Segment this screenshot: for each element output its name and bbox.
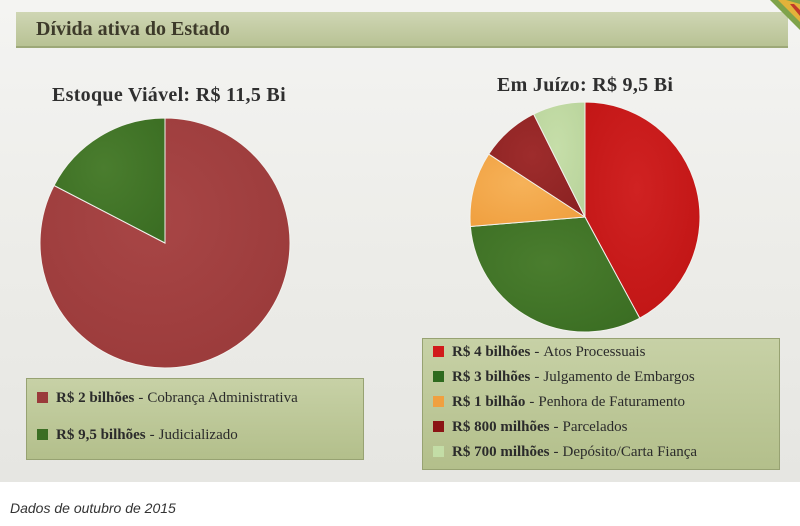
header-title: Dívida ativa do Estado [36, 18, 230, 40]
legend-value: R$ 2 bilhões [56, 390, 135, 406]
legend-desc: Atos Processuais [543, 344, 646, 360]
pie-slice-penhora-de-faturamento [469, 153, 587, 228]
legend-dash: - [553, 419, 559, 435]
pie-chart-em-juizo [469, 101, 701, 333]
legend-dash: - [534, 369, 540, 385]
legend-dash: - [529, 394, 535, 410]
legend-swatch [37, 429, 48, 440]
legend-dash: - [553, 444, 559, 460]
legend-item: R$ 800 milhões - Parcelados [433, 419, 627, 436]
legend-desc: Julgamento de Embargos [543, 369, 695, 385]
legend-swatch [433, 421, 444, 432]
legend-swatch [37, 392, 48, 403]
legend-value: R$ 3 bilhões [452, 369, 531, 385]
legend-desc: Judicializado [158, 427, 238, 443]
slide-panel: Dívida ativa do Estado Estoque Viável: R… [0, 0, 800, 482]
legend-desc: Penhora de Faturamento [538, 394, 685, 410]
legend-dash: - [138, 390, 144, 406]
legend-value: R$ 1 bilhão [452, 394, 526, 410]
legend-dash: - [534, 344, 540, 360]
chart-title-estoque-viavel: Estoque Viável: R$ 11,5 Bi [52, 84, 286, 106]
legend-dash: - [149, 427, 155, 443]
legend-desc: Depósito/Carta Fiança [562, 444, 698, 460]
legend-value: R$ 800 milhões [452, 419, 550, 435]
legend-item: R$ 1 bilhão - Penhora de Faturamento [433, 394, 685, 411]
pie-chart-estoque-viavel [39, 117, 291, 369]
legend-swatch [433, 346, 444, 357]
corner-decoration [770, 0, 800, 30]
header-bar: Dívida ativa do Estado [16, 12, 788, 48]
legend-value: R$ 4 bilhões [452, 344, 531, 360]
chart-title-em-juizo: Em Juízo: R$ 9,5 Bi [497, 74, 674, 96]
pie-slice-cobranca-administrativa [53, 117, 166, 244]
legend-value: R$ 9,5 bilhões [56, 427, 146, 443]
legend-item: R$ 700 milhões - Depósito/Carta Fiança [433, 444, 697, 461]
legend-item: R$ 2 bilhões - Cobrança Administrativa [37, 390, 298, 407]
legend-item: R$ 3 bilhões - Julgamento de Embargos [433, 369, 695, 386]
legend-swatch [433, 371, 444, 382]
legend-item: R$ 4 bilhões - Atos Processuais [433, 344, 645, 361]
legend-value: R$ 700 milhões [452, 444, 550, 460]
legend-desc: Cobrança Administrativa [147, 390, 298, 406]
legend-estoque-viavel: R$ 2 bilhões - Cobrança Administrativa R$ … [26, 378, 364, 460]
legend-item: R$ 9,5 bilhões - Judicializado [37, 427, 238, 444]
pie-slice-atos-processuais [584, 101, 701, 319]
pie-slice-julgamento-de-embargos [469, 216, 641, 333]
legend-desc: Parcelados [562, 419, 628, 435]
legend-swatch [433, 446, 444, 457]
legend-em-juizo: R$ 4 bilhões - Atos Processuais R$ 3 bilhõ… [422, 338, 780, 470]
footnote: Dados de outubro de 2015 [10, 500, 176, 516]
pie-slice-deposito-carta-fianca [532, 101, 586, 218]
legend-swatch [433, 396, 444, 407]
